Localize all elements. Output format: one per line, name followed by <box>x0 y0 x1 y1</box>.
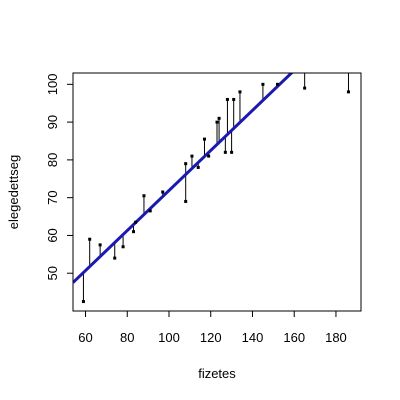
data-point-23 <box>261 82 265 86</box>
y-tick-label-2: 70 <box>45 190 60 204</box>
x-tick-label-3: 120 <box>200 330 222 345</box>
data-point-24 <box>276 82 280 86</box>
data-point-25 <box>303 86 307 90</box>
y-tick-label-1: 60 <box>45 228 60 242</box>
regression-line <box>73 73 294 284</box>
data-point-3 <box>113 256 117 260</box>
y-tick-label-5: 100 <box>45 73 60 95</box>
data-point-6 <box>134 220 138 224</box>
y-tick-label-4: 90 <box>45 115 60 129</box>
data-point-26 <box>346 90 350 94</box>
data-point-4 <box>121 245 125 249</box>
data-point-1 <box>88 237 92 241</box>
x-tick-label-1: 80 <box>120 330 134 345</box>
data-point-17 <box>217 116 221 120</box>
data-point-22 <box>238 90 242 94</box>
y-tick-label-3: 80 <box>45 153 60 167</box>
x-tick-label-6: 180 <box>325 330 347 345</box>
x-axis: 60 80 100 120 140 160 180 <box>78 310 347 345</box>
data-point-16 <box>215 120 219 124</box>
x-axis-label: fizetes <box>198 366 236 381</box>
data-point-5 <box>132 230 136 234</box>
y-axis: 50 60 70 80 90 100 <box>45 73 74 280</box>
data-point-13 <box>196 165 200 169</box>
y-axis-label: elegedettseg <box>6 155 21 229</box>
x-tick-label-5: 160 <box>283 330 305 345</box>
x-tick-label-0: 60 <box>78 330 92 345</box>
y-tick-label-0: 50 <box>45 266 60 280</box>
x-tick-label-4: 140 <box>242 330 264 345</box>
data-point-10 <box>184 162 188 166</box>
data-point-18 <box>223 150 227 154</box>
data-point-19 <box>225 97 229 101</box>
data-point-12 <box>190 154 194 158</box>
x-tick-label-2: 100 <box>158 330 180 345</box>
data-point-11 <box>184 199 188 203</box>
data-point-7 <box>142 194 146 198</box>
data-point-8 <box>148 209 152 213</box>
data-point-14 <box>202 137 206 141</box>
data-point-2 <box>98 243 102 247</box>
data-point-21 <box>232 97 236 101</box>
data-point-15 <box>207 154 211 158</box>
data-point-20 <box>230 150 234 154</box>
data-point-0 <box>81 300 85 304</box>
data-point-9 <box>161 190 165 194</box>
